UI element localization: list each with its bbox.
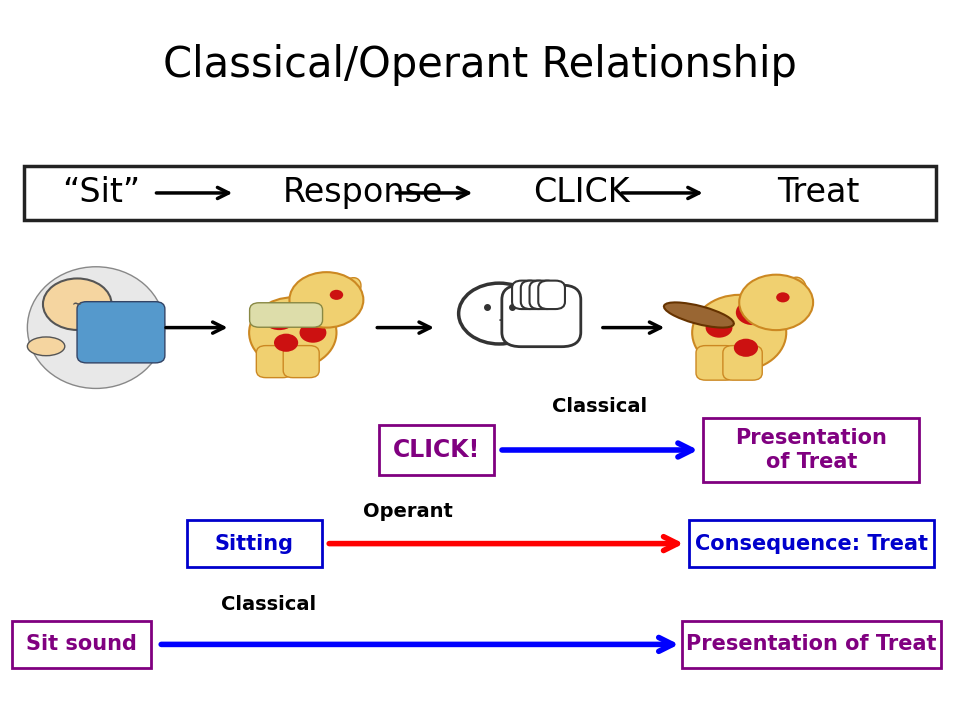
Ellipse shape	[786, 277, 806, 302]
FancyBboxPatch shape	[723, 346, 762, 380]
Text: Sit sound: Sit sound	[26, 634, 137, 654]
Text: Treat: Treat	[778, 176, 860, 210]
Circle shape	[274, 333, 299, 352]
Circle shape	[289, 272, 363, 328]
Ellipse shape	[339, 278, 361, 302]
FancyBboxPatch shape	[520, 281, 547, 309]
Ellipse shape	[664, 302, 733, 328]
Circle shape	[736, 300, 770, 325]
Circle shape	[459, 283, 540, 344]
Text: Consequence: Treat: Consequence: Treat	[695, 534, 927, 554]
FancyBboxPatch shape	[696, 346, 735, 380]
Text: Response: Response	[283, 176, 444, 210]
Circle shape	[706, 318, 732, 338]
Ellipse shape	[692, 294, 786, 370]
Text: Classical/Operant Relationship: Classical/Operant Relationship	[163, 44, 797, 86]
FancyBboxPatch shape	[539, 281, 564, 309]
Ellipse shape	[250, 297, 337, 368]
FancyBboxPatch shape	[12, 621, 151, 668]
Ellipse shape	[27, 266, 165, 388]
FancyBboxPatch shape	[512, 281, 539, 309]
Text: “Sit”: “Sit”	[62, 176, 140, 210]
Text: ~: ~	[72, 297, 83, 311]
FancyBboxPatch shape	[283, 346, 319, 377]
Circle shape	[262, 305, 296, 330]
Text: Classical: Classical	[221, 595, 317, 614]
Circle shape	[776, 292, 789, 302]
FancyBboxPatch shape	[77, 302, 165, 363]
Text: Classical: Classical	[552, 397, 648, 416]
FancyBboxPatch shape	[502, 285, 581, 346]
FancyBboxPatch shape	[24, 166, 936, 220]
Text: Presentation of Treat: Presentation of Treat	[686, 634, 936, 654]
FancyBboxPatch shape	[703, 418, 919, 482]
Text: Sitting: Sitting	[215, 534, 294, 554]
Ellipse shape	[27, 337, 64, 356]
FancyBboxPatch shape	[187, 520, 322, 567]
Circle shape	[733, 338, 758, 357]
Text: Presentation
of Treat: Presentation of Treat	[735, 428, 887, 472]
Text: CLICK: CLICK	[533, 176, 630, 210]
Circle shape	[43, 279, 111, 330]
Text: CLICK!: CLICK!	[394, 438, 480, 462]
FancyBboxPatch shape	[379, 425, 494, 475]
Text: ·: ·	[497, 314, 501, 328]
Text: Operant: Operant	[363, 502, 453, 521]
FancyBboxPatch shape	[689, 520, 933, 567]
Circle shape	[300, 323, 326, 343]
FancyBboxPatch shape	[530, 281, 556, 309]
FancyBboxPatch shape	[250, 302, 323, 327]
Circle shape	[739, 274, 813, 330]
FancyBboxPatch shape	[682, 621, 941, 668]
Circle shape	[329, 289, 344, 300]
FancyBboxPatch shape	[256, 346, 292, 377]
